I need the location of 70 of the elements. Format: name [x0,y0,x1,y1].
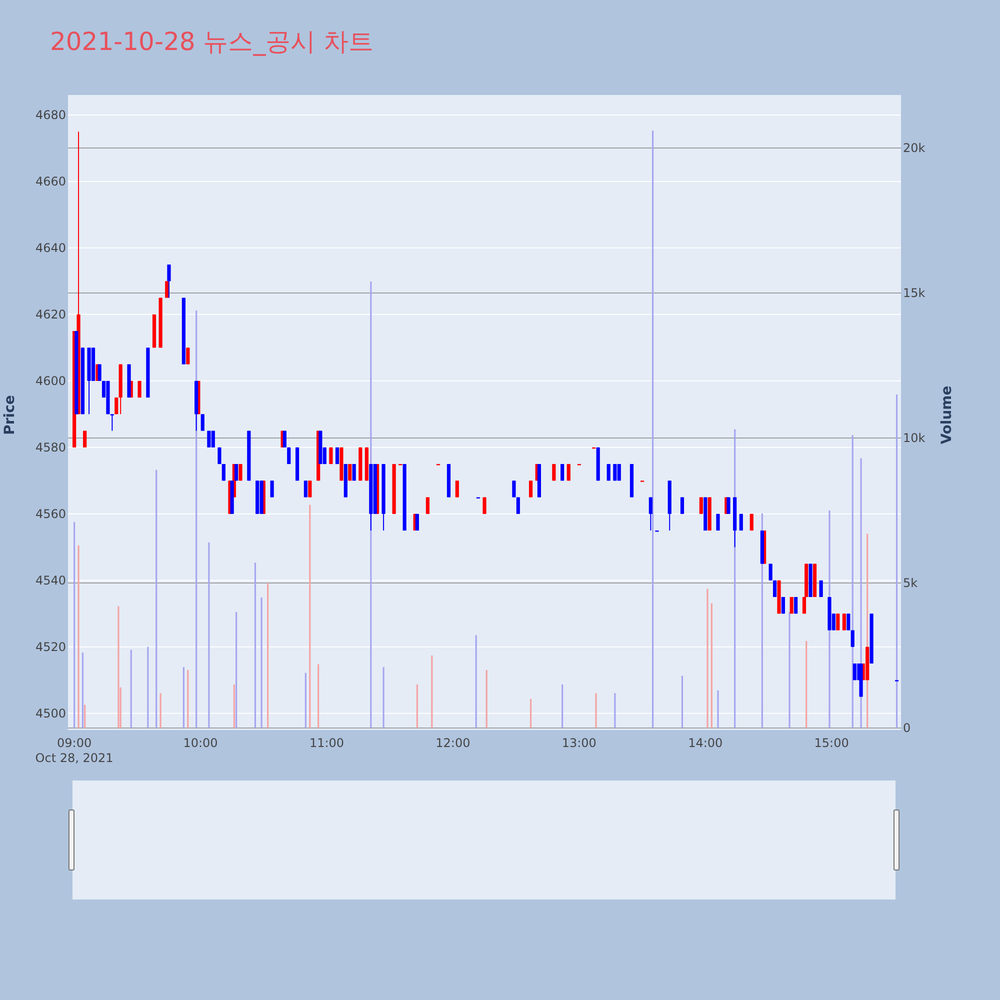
candlestick [222,464,226,482]
candlestick [234,464,238,482]
candlestick [282,430,286,448]
candlestick [852,663,857,681]
candlestick [781,596,785,614]
candlestick [83,430,87,448]
y-tick-label: 4540 [35,573,66,588]
y2-axis-title: Volume [939,386,955,444]
x-tick-label: 10:00 [183,736,218,750]
y2-tick-label: 20k [903,141,926,156]
candlestick [165,280,169,298]
candlestick [211,430,215,448]
candlestick [304,480,308,498]
candlestick [426,496,430,514]
x-tick-label: 14:00 [688,736,723,750]
candlestick [790,596,794,614]
candlestick [613,464,617,482]
candlestick [98,364,102,382]
candlestick [552,464,556,482]
candlestick [110,414,114,432]
candlestick [566,464,570,482]
candlestick [680,496,684,514]
candlestick [794,596,798,614]
y-axis-title: Price [2,395,18,435]
candlestick [606,464,610,482]
y-tick-label: 4680 [35,108,66,122]
x-tick-label: 13:00 [562,736,596,750]
text: Oct 28, 2021 [35,751,114,765]
x-tick-label: 09:00 [57,736,92,750]
candlestick [455,480,459,498]
candlestick [560,464,564,482]
candlestick [238,464,242,482]
candlestick [114,397,118,415]
candlestick [200,414,204,432]
candlestick [617,464,621,482]
y2-tick-label: 0 [903,720,911,735]
candlestick [482,496,486,514]
candlestick [207,430,211,448]
candlestick [768,563,772,581]
y-tick-label: 4520 [35,640,66,654]
y-tick-label: 4500 [35,706,66,720]
x-tick-label: 15:00 [814,736,849,750]
candlestick [352,464,356,482]
chart-title: 2021-10-28 뉴스_공시 차트 [50,27,374,56]
y-tick-label: 4620 [35,307,66,322]
candlestick [512,480,516,498]
candlestick [846,613,850,631]
y2-tick-label: 10k [903,431,926,446]
candlestick [270,480,274,498]
candlestick [726,496,730,514]
x-tick-label: 11:00 [309,736,344,750]
candlestick [348,464,352,482]
y-tick-label: 4580 [35,440,66,454]
candlestick [850,630,854,648]
candlestick [308,480,312,498]
candlestick [836,613,840,631]
candlestick [516,496,520,514]
candlestick [842,613,846,631]
y-tick-label: 4560 [35,506,66,521]
candlestick [648,496,652,532]
y-tick-label: 4640 [35,240,66,255]
candlestick [699,496,703,514]
y2-tick-label: 5k [903,576,918,590]
y2-tick-label: 15k [903,286,926,300]
candlestick [167,264,171,298]
y-tick-label: 4660 [35,174,66,188]
candlestick [528,480,533,498]
candlestick [186,347,190,365]
x-tick-label: 12:00 [436,736,470,750]
y-tick-label: 4600 [35,374,66,388]
